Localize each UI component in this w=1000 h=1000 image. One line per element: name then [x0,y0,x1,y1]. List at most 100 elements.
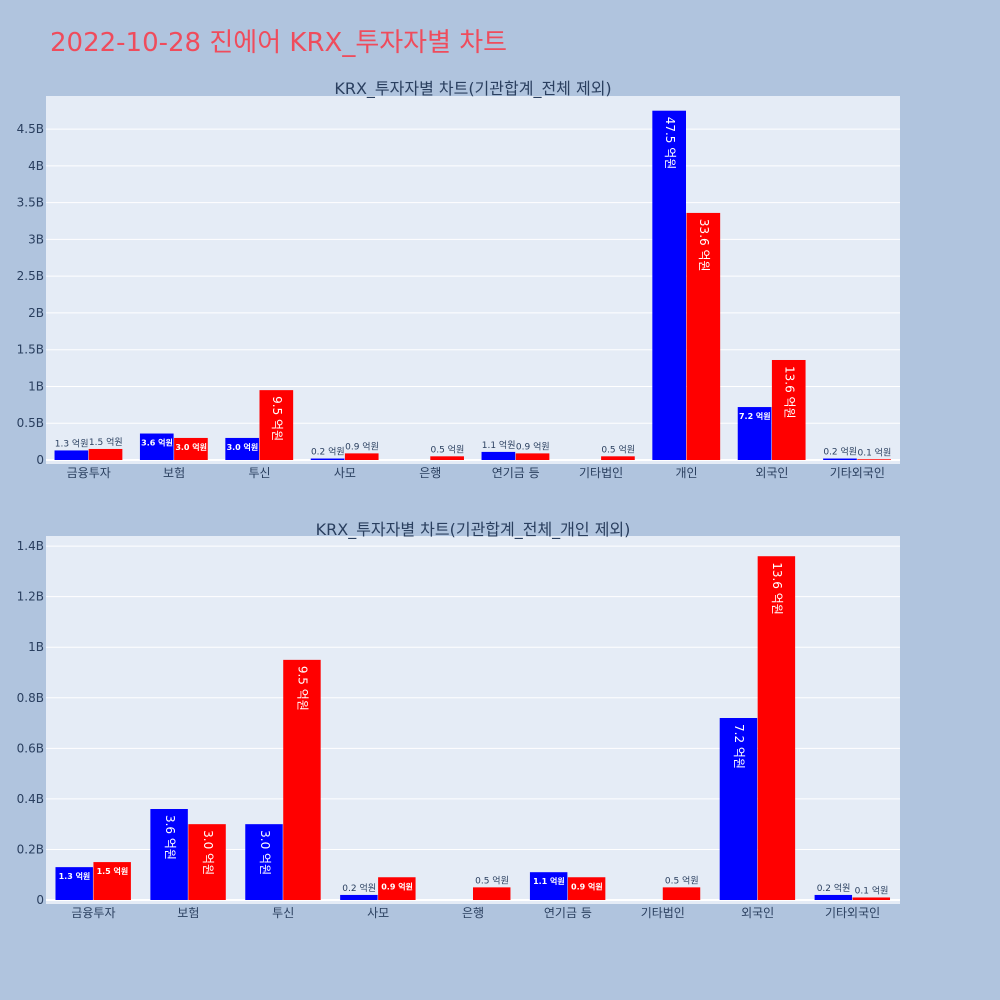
y-tick-label: 0 [36,453,44,467]
data-label: 7.2 억원 [739,411,771,421]
data-label: 0.5 억원 [475,874,509,886]
y-tick-label: 0.8B [17,691,44,705]
data-label: 0.5 억원 [431,443,465,455]
bar [814,894,853,900]
bar [481,451,516,460]
page-title: 2022-10-28 진에어 KRX_투자자별 차트 [50,28,508,58]
y-tick-label: 0.2B [17,842,44,856]
data-label: 3.6 억원 [163,815,177,860]
data-label: 0.5 억원 [665,874,699,886]
data-label: 0.2 억원 [817,882,851,894]
data-label: 3.0 억원 [227,442,259,452]
chart-1: 0 0.5B 1B 1.5B 2B 2.5B 3B 3.5B 4B 4.5B KRX_투자자별 차트… [17,79,900,480]
bar [601,456,635,460]
bar [245,824,283,900]
y-tick-label: 1.4B [17,539,44,553]
bar [54,450,89,460]
data-label: 1.5 억원 [89,436,123,448]
x-tick-label: 사모 [367,906,389,920]
data-label: 1.3 억원 [55,437,89,449]
bar [139,433,174,460]
chart-title: KRX_투자자별 차트(기관합계_전체_개인 제외) [316,520,631,540]
data-label: 1.3 억원 [59,871,91,881]
x-tick-label: 보험 [177,906,199,920]
chart-2: 0 0.2B 0.4B 0.6B 0.8B 1B 1.2B 1.4B KRX_투자자별 차트(기… [17,520,900,920]
bar [652,110,686,461]
x-tick-label: 외국인 [741,906,774,920]
data-label: 13.6 억원 [770,562,784,615]
data-label: 0.9 억원 [381,881,413,891]
data-label: 7.2 억원 [732,724,746,769]
x-tick-label: 금융투자 [67,466,111,480]
x-tick-label: 개인 [675,466,697,480]
data-label: 0.2 억원 [823,446,857,458]
data-label: 0.1 억원 [858,446,892,458]
x-tick-label: 연기금 등 [492,466,540,480]
bar [757,556,796,900]
y-tick-label: 1.5B [17,343,44,357]
x-tick-label: 기타법인 [641,906,685,920]
bar [662,887,701,900]
data-label: 13.6 억원 [782,366,796,419]
bar [686,212,721,460]
bar [55,867,93,900]
y-tick-label: 0.5B [17,416,44,430]
y-tick-label: 4B [28,159,44,173]
y-tick-label: 1B [28,379,44,393]
bar [567,877,606,900]
bar [823,458,857,460]
bar [857,459,891,460]
x-tick-label: 금융투자 [71,906,115,920]
data-label: 1.1 억원 [482,439,516,451]
plot-area [46,96,900,464]
bar [174,437,208,460]
bar [737,407,772,460]
bar [340,894,378,900]
bar [515,453,550,460]
data-label: 33.6 억원 [697,219,711,272]
bar [852,897,891,900]
x-tick-label: 기타법인 [579,466,623,480]
data-label: 1.5 억원 [97,866,129,876]
data-label: 9.5 억원 [270,396,284,441]
data-label: 47.5 억원 [663,117,677,170]
x-tick-label: 사모 [334,466,356,480]
x-tick-label: 투신 [272,906,294,920]
y-tick-label: 4.5B [17,122,44,136]
y-tick-label: 2.5B [17,269,44,283]
x-tick-label: 투신 [248,466,270,480]
bar [378,877,416,900]
x-tick-label: 보험 [163,466,185,480]
x-tick-label: 연기금 등 [544,906,592,920]
y-tick-label: 0 [36,893,44,907]
bar [93,862,131,900]
y-tick-label: 1B [28,640,44,654]
data-label: 0.2 억원 [342,882,376,894]
x-tick-label: 기타외국인 [825,906,880,920]
x-tick-label: 은행 [462,905,484,920]
bar [719,718,758,900]
data-label: 0.2 억원 [311,446,345,458]
bar [88,448,123,460]
bar [529,872,568,900]
bar [430,456,464,460]
data-label: 3.0 억원 [201,830,215,875]
bar [225,437,259,460]
chart-title: KRX_투자자별 차트(기관합계_전체 제외) [334,79,611,99]
y-tick-label: 1.2B [17,590,44,604]
data-label: 1.1 억원 [533,876,565,886]
y-tick-label: 2B [28,306,44,320]
data-label: 0.9 억원 [516,440,550,452]
data-label: 9.5 억원 [296,666,310,711]
bar [259,390,294,460]
y-tick-label: 3.5B [17,196,44,210]
y-tick-label: 3B [28,232,44,246]
data-label: 3.0 억원 [175,442,207,452]
x-tick-label: 외국인 [755,466,788,480]
y-tick-label: 0.4B [17,792,44,806]
data-label: 0.5 억원 [601,443,635,455]
bar [283,659,321,900]
x-tick-label: 기타외국인 [830,466,885,480]
data-label: 0.9 억원 [571,881,603,891]
